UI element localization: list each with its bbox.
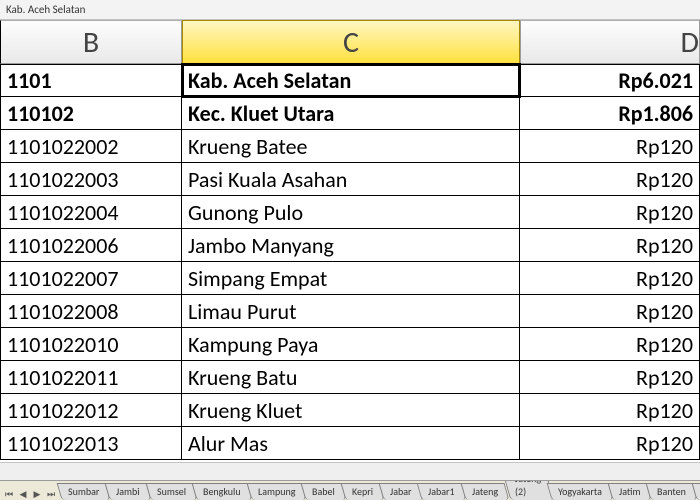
sheet-tab-label: Yogyakarta bbox=[558, 485, 602, 498]
cell-c[interactable]: Limau Purut bbox=[182, 295, 520, 328]
sheet-tab[interactable]: Bengkulu bbox=[191, 483, 251, 500]
column-header-d[interactable]: D bbox=[520, 20, 700, 64]
sheet-tabs-bar: ⏮ ◀ ▶ ⏭ Sumbar Jambi Sumsel Bengkulu Lampung… bbox=[0, 480, 700, 500]
column-headers: B C D bbox=[0, 20, 700, 64]
cell-b[interactable]: 1101022002 bbox=[0, 130, 182, 163]
sheet-tab[interactable]: Kepri bbox=[340, 483, 384, 500]
first-sheet-icon[interactable]: ⏮ bbox=[2, 489, 16, 500]
cell-d[interactable]: Rp1.806 bbox=[520, 97, 700, 130]
table-row: 1101022011Krueng BatuRp120 bbox=[0, 361, 700, 394]
cell-c[interactable]: Alur Mas bbox=[182, 427, 520, 460]
table-row: 1101Kab. Aceh SelatanRp6.021 bbox=[0, 64, 700, 97]
cell-c[interactable]: Kec. Kluet Utara bbox=[182, 97, 520, 130]
table-row: 1101022013Alur MasRp120 bbox=[0, 427, 700, 460]
sheet-tab[interactable]: Jabar bbox=[378, 483, 422, 500]
table-row: 1101022006Jambo ManyangRp120 bbox=[0, 229, 700, 262]
sheet-tab-label: Bengkulu bbox=[203, 485, 241, 498]
cell-c[interactable]: Kampung Paya bbox=[182, 328, 520, 361]
cell-d[interactable]: Rp120 bbox=[520, 427, 700, 460]
cell-c[interactable]: Jambo Manyang bbox=[182, 229, 520, 262]
cell-b[interactable]: 110102 bbox=[0, 97, 182, 130]
table-row: 1101022003Pasi Kuala AsahanRp120 bbox=[0, 163, 700, 196]
last-sheet-icon[interactable]: ⏭ bbox=[44, 489, 58, 500]
horizontal-scrollbar[interactable] bbox=[0, 462, 700, 480]
cell-d[interactable]: Rp120 bbox=[520, 130, 700, 163]
table-row: 1101022007Simpang EmpatRp120 bbox=[0, 262, 700, 295]
table-row: 1101022010Kampung PayaRp120 bbox=[0, 328, 700, 361]
cell-d[interactable]: Rp120 bbox=[520, 196, 700, 229]
cell-d[interactable]: Rp120 bbox=[520, 394, 700, 427]
sheet-tab-label: Banten bbox=[657, 485, 686, 498]
cell-c[interactable]: Pasi Kuala Asahan bbox=[182, 163, 520, 196]
table-row: 110102Kec. Kluet UtaraRp1.806 bbox=[0, 97, 700, 130]
sheet-tab-label: Jateng bbox=[472, 485, 498, 498]
cell-c[interactable]: Krueng Batee bbox=[182, 130, 520, 163]
sheet-tab-nav[interactable]: ⏮ ◀ ▶ ⏭ bbox=[0, 489, 60, 500]
sheet-tab-label: Jabar bbox=[390, 485, 412, 498]
table-row: 1101022002Krueng BateeRp120 bbox=[0, 130, 700, 163]
table-row: 1101022012Krueng KluetRp120 bbox=[0, 394, 700, 427]
sheet-tab[interactable]: Jambi bbox=[105, 483, 151, 500]
column-header-b[interactable]: B bbox=[0, 20, 182, 64]
cell-b[interactable]: 1101 bbox=[0, 64, 182, 97]
cell-d[interactable]: Rp120 bbox=[520, 361, 700, 394]
sheet-tab[interactable]: Jatim bbox=[608, 483, 652, 500]
cell-b[interactable]: 1101022010 bbox=[0, 328, 182, 361]
sheet-tab-label: Jateng (2) bbox=[515, 480, 541, 498]
cell-d[interactable]: Rp6.021 bbox=[520, 64, 700, 97]
cell-b[interactable]: 1101022006 bbox=[0, 229, 182, 262]
cell-b[interactable]: 1101022008 bbox=[0, 295, 182, 328]
cell-c[interactable]: Gunong Pulo bbox=[182, 196, 520, 229]
cell-d[interactable]: Rp120 bbox=[520, 163, 700, 196]
sheet-tab[interactable]: Jateng bbox=[460, 483, 509, 500]
sheet-tab-label: Lampung bbox=[258, 485, 295, 498]
cell-b[interactable]: 1101022013 bbox=[0, 427, 182, 460]
sheet-tab-label: Kepri bbox=[352, 485, 373, 498]
formula-bar-text: Kab. Aceh Selatan bbox=[6, 3, 85, 16]
sheet-tab-label: Sumbar bbox=[68, 485, 99, 498]
sheet-tab-label: Jatim bbox=[619, 485, 640, 498]
sheet-tab[interactable]: Babel bbox=[301, 483, 347, 500]
cell-c[interactable]: Krueng Kluet bbox=[182, 394, 520, 427]
cell-c[interactable]: Krueng Batu bbox=[182, 361, 520, 394]
rows-container: 1101Kab. Aceh SelatanRp6.021110102Kec. K… bbox=[0, 64, 700, 460]
sheet-tab-label: Babel bbox=[312, 485, 335, 498]
next-sheet-icon[interactable]: ▶ bbox=[30, 489, 44, 500]
cell-d[interactable]: Rp120 bbox=[520, 262, 700, 295]
cell-b[interactable]: 1101022004 bbox=[0, 196, 182, 229]
sheet-tab[interactable]: Banten bbox=[646, 483, 698, 500]
sheet-tab[interactable]: Sumbar bbox=[57, 483, 111, 500]
cell-b[interactable]: 1101022011 bbox=[0, 361, 182, 394]
formula-bar: Kab. Aceh Selatan bbox=[0, 0, 700, 20]
cell-c[interactable]: Kab. Aceh Selatan bbox=[182, 64, 520, 97]
table-row: 1101022004Gunong PuloRp120 bbox=[0, 196, 700, 229]
cell-b[interactable]: 1101022007 bbox=[0, 262, 182, 295]
column-header-c[interactable]: C bbox=[182, 20, 520, 64]
table-row: 1101022008Limau PurutRp120 bbox=[0, 295, 700, 328]
cell-d[interactable]: Rp120 bbox=[520, 328, 700, 361]
prev-sheet-icon[interactable]: ◀ bbox=[16, 489, 30, 500]
cell-b[interactable]: 1101022012 bbox=[0, 394, 182, 427]
sheet-tab[interactable]: Yogyakarta bbox=[547, 483, 614, 500]
sheet-tab-label: Jambi bbox=[116, 485, 140, 498]
cell-b[interactable]: 1101022003 bbox=[0, 163, 182, 196]
spreadsheet-grid: B C D 1101Kab. Aceh SelatanRp6.021110102… bbox=[0, 20, 700, 460]
sheet-tab-label: Sumsel bbox=[157, 485, 186, 498]
cell-d[interactable]: Rp120 bbox=[520, 229, 700, 262]
sheet-tab[interactable]: Lampung bbox=[246, 483, 306, 500]
sheet-tab[interactable]: Jabar1 bbox=[417, 483, 466, 500]
cell-c[interactable]: Simpang Empat bbox=[182, 262, 520, 295]
sheet-tab-label: Jabar1 bbox=[428, 485, 455, 498]
cell-d[interactable]: Rp120 bbox=[520, 295, 700, 328]
sheet-tab[interactable]: Sumsel bbox=[145, 483, 197, 500]
